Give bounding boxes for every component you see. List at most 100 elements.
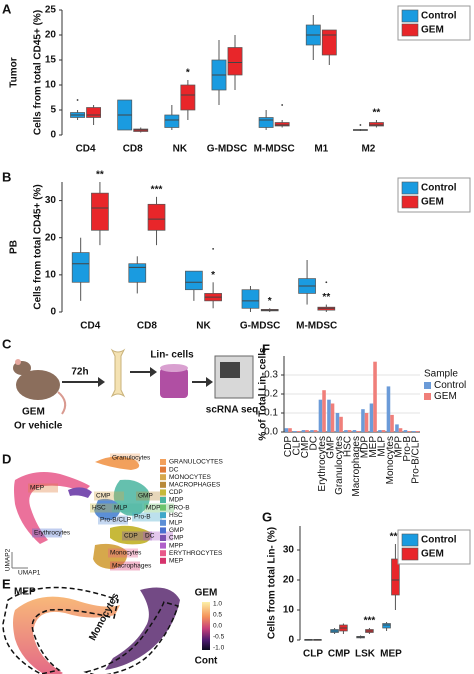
outline bbox=[83, 601, 179, 674]
bar bbox=[373, 361, 377, 432]
x-tick-label: MEP bbox=[380, 649, 402, 660]
y-tick-label: 0 bbox=[288, 635, 294, 646]
arrowhead bbox=[206, 377, 213, 387]
bar bbox=[310, 430, 314, 432]
cluster-tag bbox=[108, 548, 138, 558]
cluster-label: MLP bbox=[114, 505, 127, 512]
bar bbox=[386, 386, 391, 432]
bar bbox=[390, 414, 394, 432]
x-tick-label: CMP bbox=[300, 436, 311, 459]
cluster-tag bbox=[112, 503, 142, 513]
legend-label: GRANULOCYTES bbox=[169, 459, 223, 466]
outline bbox=[2, 586, 119, 674]
legend-label: MONOCYTES bbox=[169, 474, 212, 481]
x-tick-label: CD4 bbox=[80, 321, 100, 332]
cluster-label: MEP bbox=[30, 485, 44, 492]
legend-swatch bbox=[401, 533, 419, 547]
y-tick-label: 20 bbox=[45, 232, 57, 243]
colorbar-tick: 0.0 bbox=[213, 623, 222, 630]
x-tick-label: Erythrocytes bbox=[317, 436, 328, 492]
x-tick-label: GMP bbox=[325, 436, 336, 459]
bar bbox=[364, 413, 369, 432]
bar bbox=[369, 403, 374, 432]
legend-swatch bbox=[401, 181, 419, 195]
y-axis-label: Cells from total Lin- (%) bbox=[267, 527, 278, 639]
x-tick-label: CLP bbox=[291, 436, 302, 456]
panel-label: A bbox=[2, 1, 12, 16]
y-tick-label: 10 bbox=[45, 80, 57, 91]
cluster-tag bbox=[143, 531, 173, 541]
legend-label: Control bbox=[421, 535, 457, 546]
bar bbox=[288, 428, 292, 432]
tube bbox=[160, 368, 188, 398]
cluster-label: Monocytes bbox=[110, 550, 142, 557]
cluster-tag bbox=[28, 483, 58, 493]
bar bbox=[415, 431, 420, 432]
bar bbox=[395, 424, 399, 432]
x-tick-label: M-MDSC bbox=[254, 144, 295, 155]
mouse-body bbox=[16, 370, 60, 400]
x-tick-label: M2 bbox=[361, 144, 375, 155]
box bbox=[274, 122, 290, 127]
cluster-label: Pro-B bbox=[134, 514, 151, 521]
cluster-tag bbox=[132, 512, 162, 522]
legend-swatch bbox=[424, 393, 431, 400]
mouse-tail bbox=[57, 391, 67, 415]
x-tick-label: CD4 bbox=[76, 144, 96, 155]
x-tick-label: Monocytes bbox=[385, 436, 396, 484]
arrowhead bbox=[98, 377, 105, 387]
legend-swatch bbox=[160, 489, 166, 496]
x-tick-label: G-MDSC bbox=[240, 321, 281, 332]
legend-label: MPP bbox=[169, 542, 183, 549]
y-axis-label: Cells from total CD45+ (%) bbox=[33, 10, 44, 135]
cluster-label: Erythrocytes bbox=[34, 530, 71, 537]
cluster-blob bbox=[113, 479, 150, 516]
cluster-blob bbox=[14, 472, 90, 544]
row-label: Tumor bbox=[9, 57, 20, 87]
legend-title: Sample bbox=[424, 369, 458, 380]
x-tick-label: Pro-B bbox=[402, 436, 413, 462]
cluster-blob bbox=[95, 456, 140, 470]
legend-swatch bbox=[160, 466, 166, 473]
significance: ** bbox=[373, 108, 381, 119]
x-tick-label: MLP bbox=[376, 436, 387, 457]
x-tick-label: CMP bbox=[328, 649, 351, 660]
x-tick-label: MDP bbox=[359, 436, 370, 459]
panel-label: B bbox=[2, 169, 11, 184]
cluster-tag bbox=[136, 491, 166, 501]
colorbar-tick: 0.5 bbox=[213, 612, 222, 619]
y-axis-label: % of Total Lin- cells bbox=[258, 347, 269, 441]
bar bbox=[398, 428, 403, 432]
panel-label: F bbox=[262, 341, 270, 356]
x-tick-label: Macrophages bbox=[351, 436, 362, 497]
cluster-label: HSC bbox=[92, 505, 106, 512]
legend-swatch bbox=[401, 9, 419, 23]
x-tick-label: NK bbox=[173, 144, 188, 155]
x-tick-label: CDP bbox=[283, 436, 294, 457]
mono-region bbox=[105, 587, 180, 670]
legend-label: GEM bbox=[421, 197, 444, 208]
outlier bbox=[212, 247, 215, 250]
legend-swatch bbox=[424, 382, 431, 389]
significance: *** bbox=[151, 184, 163, 195]
outlier bbox=[76, 99, 79, 101]
bar bbox=[356, 431, 360, 432]
cluster-tag bbox=[94, 491, 124, 501]
legend-swatch bbox=[160, 527, 166, 534]
cluster-tag bbox=[122, 531, 152, 541]
legend-swatch bbox=[401, 23, 419, 37]
box bbox=[185, 270, 203, 291]
legend-label: GMP bbox=[169, 527, 184, 534]
x-tick-label: MPP bbox=[393, 436, 404, 458]
bar bbox=[296, 431, 301, 432]
bone bbox=[110, 348, 126, 398]
panel-label: G bbox=[262, 509, 272, 524]
y-tick-label: 15 bbox=[45, 55, 57, 66]
bar bbox=[347, 430, 352, 432]
cluster-label: Granulocytes bbox=[112, 455, 151, 462]
legend-label: HSC bbox=[169, 512, 183, 519]
y-tick-label: 0.1 bbox=[264, 408, 278, 419]
y-tick-label: 0 bbox=[50, 307, 56, 318]
cluster-blob bbox=[68, 487, 92, 498]
